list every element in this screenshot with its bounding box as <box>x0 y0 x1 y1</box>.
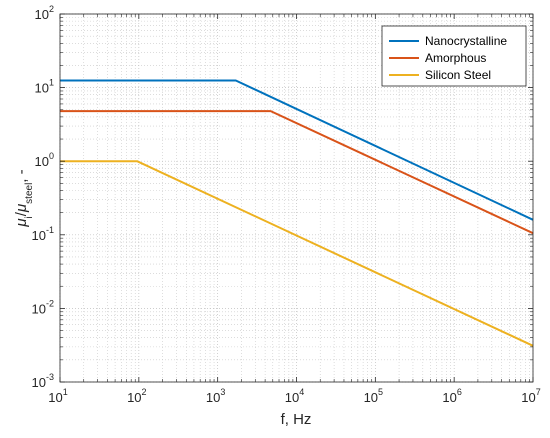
series-line <box>60 110 534 235</box>
y-tick-label: 102 <box>35 4 54 22</box>
y-tick-label: 10-1 <box>32 225 54 243</box>
legend-label: Amorphous <box>425 51 486 65</box>
y-tick-label: 101 <box>35 78 54 96</box>
x-tick-label: 106 <box>442 387 461 405</box>
x-tick-label: 105 <box>364 387 383 405</box>
x-tick-label: 102 <box>127 387 146 405</box>
y-axis-label: μi/μsteel, - <box>13 169 35 227</box>
legend-label: Silicon Steel <box>425 68 491 82</box>
x-tick-label: 104 <box>285 387 304 405</box>
y-label-mu-steel: μ <box>13 204 30 213</box>
y-label-slash: / <box>13 211 30 216</box>
y-tick-label: 100 <box>35 151 54 169</box>
series-line <box>60 160 534 347</box>
y-label-sub-steel: steel <box>24 183 35 204</box>
y-tick-label: 10-3 <box>32 372 54 390</box>
series-layer <box>60 79 534 347</box>
x-tick-label: 103 <box>206 387 225 405</box>
y-label-mu-i: μ <box>13 218 30 227</box>
grid-layer <box>59 13 534 383</box>
y-tick-label: 10-2 <box>32 298 54 316</box>
y-label-sub-i: i <box>24 216 35 218</box>
legend: Nanocrystalline Amorphous Silicon Steel <box>381 25 527 87</box>
series-line <box>60 79 534 221</box>
x-tick-label: 107 <box>521 387 540 405</box>
x-tick-label: 101 <box>48 387 67 405</box>
tick-layer: 101 102 103 104 105 106 107 10-3 10-2 10-1 100 101 1… <box>32 4 541 405</box>
legend-label: Nanocrystalline <box>425 34 507 48</box>
x-axis-label: f, Hz <box>281 411 312 428</box>
y-label-suffix: , - <box>13 169 30 182</box>
